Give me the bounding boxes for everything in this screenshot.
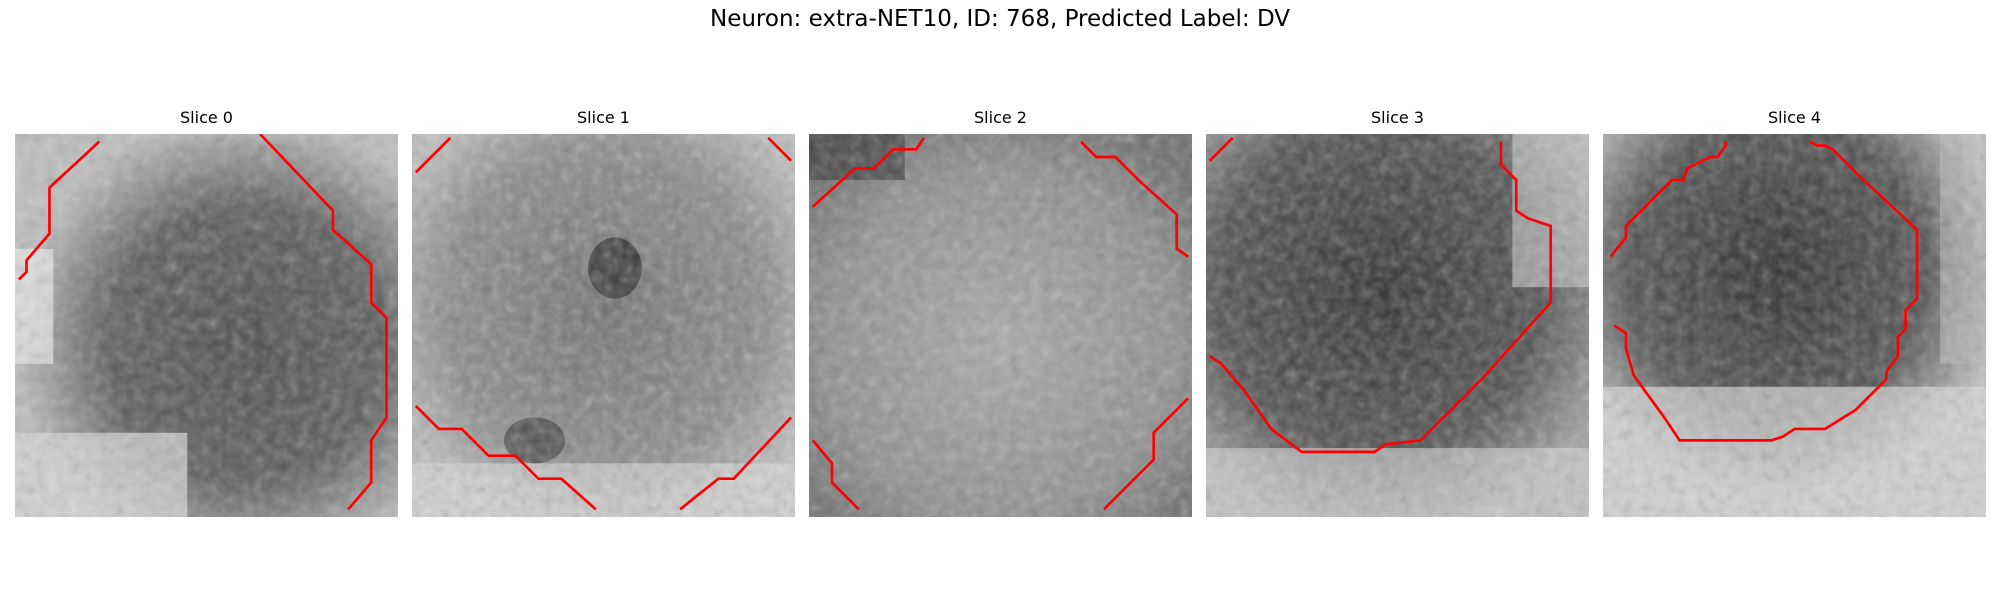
slice-image — [1603, 134, 1986, 517]
slice-title: Slice 4 — [1768, 108, 1821, 127]
contour-line — [414, 404, 597, 511]
contour-line — [1079, 140, 1189, 258]
contour-line — [1102, 397, 1190, 511]
slice-title: Slice 0 — [180, 108, 233, 127]
contour-line — [414, 136, 452, 174]
contour-line — [767, 136, 793, 162]
contour-line — [811, 439, 860, 511]
contour-line — [679, 416, 793, 511]
slice-title: Slice 3 — [1371, 108, 1424, 127]
contour-line — [811, 137, 926, 208]
contour-line — [1609, 141, 1727, 258]
contour-line — [1208, 136, 1234, 162]
slice-image — [809, 134, 1192, 517]
slice-image — [412, 134, 795, 517]
contour-line — [1209, 141, 1553, 454]
slice-image — [1206, 134, 1589, 517]
contour-line — [1613, 140, 1919, 442]
contour-line — [17, 140, 101, 281]
slice-image — [15, 134, 398, 517]
figure-title: Neuron: extra-NET10, ID: 768, Predicted … — [710, 6, 1290, 32]
contour-line — [259, 134, 388, 511]
slice-title: Slice 1 — [577, 108, 630, 127]
slice-title: Slice 2 — [974, 108, 1027, 127]
